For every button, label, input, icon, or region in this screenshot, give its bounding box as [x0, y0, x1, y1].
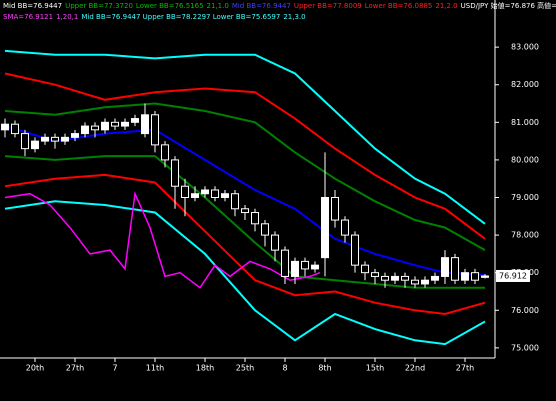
candle-body	[321, 196, 329, 259]
candle-body	[461, 272, 469, 281]
x-tick-label: 27th	[66, 364, 84, 373]
x-tick-label: 11th	[146, 364, 164, 373]
candle-body	[301, 260, 309, 270]
y-tick-label: 82.000	[511, 80, 539, 89]
candle-body	[411, 279, 419, 285]
candle-body	[61, 136, 69, 142]
candle-body	[131, 118, 139, 123]
band-line	[4, 49, 486, 225]
x-tick-label: 8th	[318, 364, 331, 373]
x-tick-label: 22nd	[405, 364, 425, 373]
candle-body	[351, 234, 359, 266]
sma-line	[4, 190, 321, 289]
legend-text: Mid BB=76.9447	[232, 2, 291, 10]
candle-body	[101, 121, 109, 131]
legend-text: 21,1.0	[207, 2, 229, 10]
last-price-box	[496, 269, 530, 282]
candle-body	[21, 133, 29, 150]
candle-body	[51, 136, 59, 142]
candle-body	[211, 189, 219, 198]
candle-body	[141, 114, 149, 135]
candle-body	[231, 193, 239, 210]
candle-body	[261, 223, 269, 236]
y-tick-label: 78.000	[511, 231, 539, 240]
x-tick-label: 20th	[26, 364, 44, 373]
candle-body	[281, 249, 289, 277]
x-tick-label: 7	[112, 364, 117, 373]
candle-body	[251, 212, 259, 225]
candle-body	[341, 219, 349, 236]
legend-text: 21,2.0	[435, 2, 457, 10]
candle-body	[11, 123, 19, 135]
legend-text: Upper BB=77.3720	[65, 2, 133, 10]
candle-body	[71, 133, 79, 138]
candle-body	[271, 234, 279, 251]
candle-body	[371, 272, 379, 277]
candle-body	[391, 275, 399, 281]
candle-body	[41, 136, 49, 142]
x-tick-label: 8	[282, 364, 287, 373]
legend-text: 1,20,1	[56, 13, 78, 21]
candle-body	[381, 275, 389, 281]
x-tick-label: 25th	[236, 364, 254, 373]
y-tick-label: 75.000	[511, 343, 539, 352]
y-tick-label: 81.000	[511, 118, 539, 127]
candle-body	[431, 275, 439, 281]
band-line	[4, 125, 486, 276]
legend-text: Mid BB=76.9447 Upper BB=78.2297 Lower BB…	[81, 13, 280, 21]
candle-body	[481, 275, 489, 278]
legend-text: Upper BB=77.8009	[294, 2, 362, 10]
candle-body	[191, 193, 199, 198]
candle-body	[441, 257, 449, 277]
x-tick-label: 27th	[456, 364, 474, 373]
legend-text: USD/JPY 始値=76.876 高値=76.963 安値=76.846 終値…	[461, 1, 556, 10]
band-line	[4, 200, 486, 346]
candle-body	[161, 144, 169, 161]
candle-body	[401, 275, 409, 281]
x-tick-label: 18th	[196, 364, 214, 373]
candle-body	[421, 279, 429, 285]
last-price-label: 76.912	[499, 271, 527, 280]
y-tick-label: 76.000	[511, 306, 539, 315]
candle-body	[181, 185, 189, 198]
candle-body	[151, 114, 159, 146]
band-line	[4, 102, 486, 251]
candle-body	[91, 125, 99, 131]
legend-text: 21,3.0	[283, 13, 305, 21]
candle-body	[201, 189, 209, 195]
candle-body	[1, 123, 9, 131]
candle-body	[311, 264, 319, 270]
band-line	[4, 72, 486, 240]
candle-body	[171, 159, 179, 187]
candle-body	[121, 121, 129, 127]
y-tick-label: 79.000	[511, 193, 539, 202]
band-line	[4, 173, 486, 316]
candle-body	[331, 196, 339, 221]
legend-text: SMA=76.9121	[3, 13, 53, 21]
candle-body	[451, 257, 459, 281]
y-tick-label: 80.000	[511, 155, 539, 164]
candle-body	[241, 208, 249, 214]
candle-body	[291, 260, 299, 277]
candle-body	[361, 264, 369, 274]
legend-text: Lower BB=76.5165	[136, 2, 204, 10]
legend-text: Mid BB=76.9447	[3, 2, 62, 10]
candle-body	[471, 272, 479, 281]
candle-body	[221, 193, 229, 198]
candle-body	[31, 140, 39, 150]
x-tick-label: 15th	[366, 364, 384, 373]
legend-text: Lower BB=76.0885	[365, 2, 433, 10]
y-tick-label: 83.000	[511, 43, 539, 52]
candle-body	[111, 121, 119, 127]
candle-body	[81, 125, 89, 135]
